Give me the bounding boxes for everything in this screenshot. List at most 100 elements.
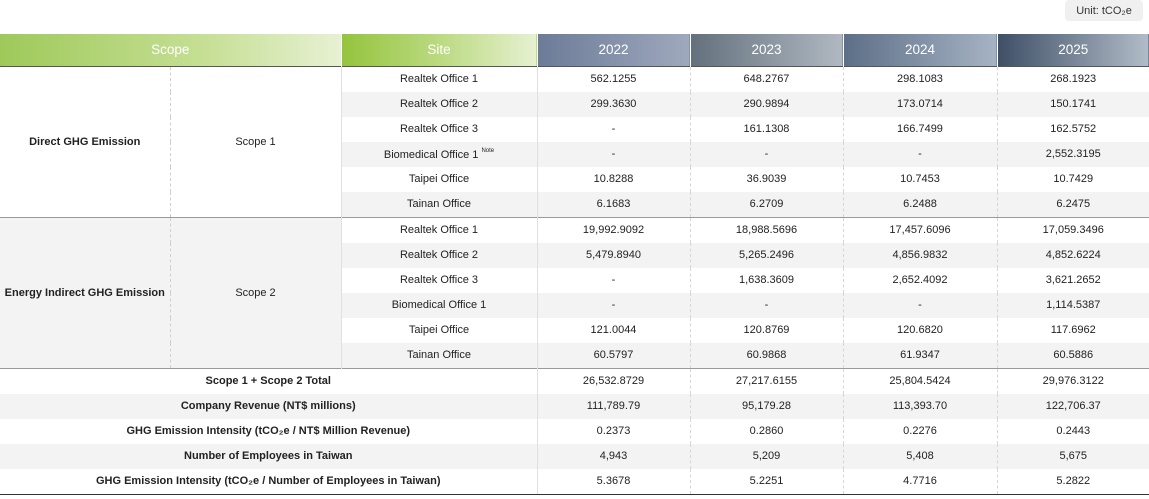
value-2024: 113,393.70	[842, 394, 997, 419]
site-name: Biomedical Office 1	[340, 293, 537, 318]
table-row: Direct GHG Emission Scope 1 Realtek Offi…	[0, 66, 1149, 218]
table-row: Taipei Office 10.8288 36.9039 10.7453 10…	[0, 167, 1149, 192]
revenue-label: Company Revenue (NT$ millions)	[0, 394, 537, 419]
scope-1-label: Scope 1	[169, 66, 341, 218]
table-row: Energy Indirect GHG Emission Scope 2 Rea…	[0, 217, 1149, 369]
site-name: Realtek Office 1	[340, 66, 537, 92]
value-2022: 111,789.79	[536, 394, 690, 419]
value-2025: 4,852.6224	[996, 243, 1149, 268]
value-2025: 5,675	[996, 444, 1149, 469]
value-2025: 0.2443	[996, 419, 1149, 444]
summary-row-total: Scope 1 + Scope 2 Total 26,532.8729 27,2…	[0, 368, 1149, 394]
table-row: Realtek Office 2 299.3630 290.9894 173.0…	[0, 92, 1149, 117]
unit-badge: Unit: tCO₂e	[1065, 0, 1143, 21]
value-2022: 0.2373	[536, 419, 690, 444]
category-energy-indirect-ghg: Energy Indirect GHG Emission	[0, 217, 170, 369]
site-name: Taipei Office	[340, 318, 537, 343]
intensity-revenue-label: GHG Emission Intensity (tCO₂e / NT$ Mill…	[126, 425, 411, 437]
value-2023: 18,988.5696	[689, 217, 843, 243]
value-2025: 29,976.3122	[996, 368, 1149, 394]
value-2022: 60.5797	[536, 343, 690, 369]
summary-row-intensity-revenue: GHG Emission Intensity (tCO₂e / NT$ Mill…	[0, 419, 1149, 444]
value-2025: 17,059.3496	[996, 217, 1149, 243]
value-2024: 0.2276	[842, 419, 997, 444]
table-row: Biomedical Office 1 Note - - - 2,552.3195	[0, 142, 1149, 167]
value-2022: 121.0044	[536, 318, 690, 343]
value-2024: 61.9347	[842, 343, 997, 369]
site-name: Realtek Office 3	[340, 268, 537, 293]
note-marker: Note	[481, 148, 495, 154]
header-year-2022: 2022	[536, 34, 690, 67]
value-2022: 299.3630	[536, 92, 690, 117]
value-2024: 2,652.4092	[842, 268, 997, 293]
value-2025: 2,552.3195	[996, 142, 1149, 167]
site-name-text: Biomedical Office 1	[383, 149, 479, 161]
value-2023: 0.2860	[689, 419, 843, 444]
value-2022: 6.1683	[536, 192, 690, 218]
value-2022: 19,992.9092	[536, 217, 690, 243]
value-2024: 25,804.5424	[842, 368, 997, 394]
value-2022: -	[536, 293, 690, 318]
value-2024: 4,856.9832	[842, 243, 997, 268]
site-name: Tainan Office	[340, 343, 537, 369]
site-name: Tainan Office	[340, 192, 537, 218]
value-2023: 290.9894	[689, 92, 843, 117]
value-2022: 4,943	[536, 444, 690, 469]
value-2023: 5.2251	[689, 469, 843, 495]
site-name: Biomedical Office 1 Note	[340, 142, 537, 167]
value-2023: 95,179.28	[689, 394, 843, 419]
value-2024: 5,408	[842, 444, 997, 469]
value-2025: 1,114.5387	[996, 293, 1149, 318]
value-2024: 17,457.6096	[842, 217, 997, 243]
table-row: Realtek Office 3 - 161.1308 166.7499 162…	[0, 117, 1149, 142]
value-2023: 1,638.3609	[689, 268, 843, 293]
site-name: Realtek Office 2	[340, 243, 537, 268]
value-2025: 150.1741	[996, 92, 1149, 117]
header-year-2025: 2025	[996, 34, 1149, 67]
value-2023: 5,209	[689, 444, 843, 469]
value-2024: 4.7716	[842, 469, 997, 495]
value-2022: 10.8288	[536, 167, 690, 192]
header-year-2024: 2024	[842, 34, 997, 67]
site-name: Taipei Office	[340, 167, 537, 192]
category-direct-ghg: Direct GHG Emission	[0, 66, 170, 218]
table-row: Realtek Office 2 5,479.8940 5,265.2496 4…	[0, 243, 1149, 268]
header-row: Scope Site 2022 2023 2024 2025	[0, 34, 1149, 67]
value-2024: -	[842, 142, 997, 167]
value-2023: -	[689, 142, 843, 167]
value-2023: 60.9868	[689, 343, 843, 369]
value-2023: 6.2709	[689, 192, 843, 218]
value-2024: 10.7453	[842, 167, 997, 192]
header-year-2023: 2023	[689, 34, 843, 67]
header-scope: Scope	[0, 34, 341, 67]
value-2024: -	[842, 293, 997, 318]
value-2025: 122,706.37	[996, 394, 1149, 419]
value-2023: 120.8769	[689, 318, 843, 343]
table-row: Realtek Office 3 - 1,638.3609 2,652.4092…	[0, 268, 1149, 293]
value-2024: 166.7499	[842, 117, 997, 142]
value-2025: 6.2475	[996, 192, 1149, 218]
value-2025: 162.5752	[996, 117, 1149, 142]
scope-2-label: Scope 2	[169, 217, 341, 369]
header-site: Site	[340, 34, 537, 67]
table-row: Biomedical Office 1 - - - 1,114.5387	[0, 293, 1149, 318]
value-2022: -	[536, 142, 690, 167]
value-2025: 117.6962	[996, 318, 1149, 343]
summary-row-intensity-employees: GHG Emission Intensity (tCO₂e / Number o…	[0, 469, 1149, 495]
value-2024: 173.0714	[842, 92, 997, 117]
value-2023: 36.9039	[689, 167, 843, 192]
value-2022: 562.1255	[536, 66, 690, 92]
value-2025: 60.5886	[996, 343, 1149, 369]
summary-row-employees: Number of Employees in Taiwan 4,943 5,20…	[0, 444, 1149, 469]
value-2025: 3,621.2652	[996, 268, 1149, 293]
value-2025: 5.2822	[996, 469, 1149, 495]
site-name: Realtek Office 3	[340, 117, 537, 142]
table-row: Taipei Office 121.0044 120.8769 120.6820…	[0, 318, 1149, 343]
table-row: Tainan Office 60.5797 60.9868 61.9347 60…	[0, 343, 1149, 369]
value-2022: 26,532.8729	[536, 368, 690, 394]
value-2024: 298.1083	[842, 66, 997, 92]
value-2023: -	[689, 293, 843, 318]
site-name: Realtek Office 2	[340, 92, 537, 117]
value-2023: 648.2767	[689, 66, 843, 92]
ghg-emissions-table: Scope Site 2022 2023 2024 2025 Direct GH…	[0, 34, 1149, 495]
